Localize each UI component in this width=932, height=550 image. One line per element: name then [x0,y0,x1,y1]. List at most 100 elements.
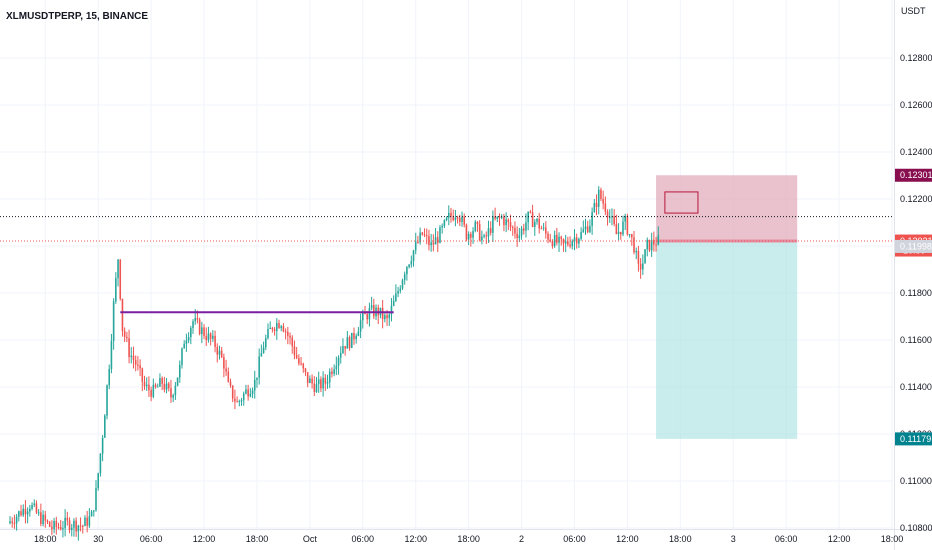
candle-body [35,503,38,513]
y-tick-label: 0.12800 [900,53,932,63]
candle-body [653,239,655,245]
candle-body [395,293,397,301]
target-zone [656,241,798,439]
candle-body [31,504,33,509]
candle-body [617,231,620,235]
x-tick-label: 06:00 [352,534,375,544]
candle-body [236,401,238,403]
candle-body [547,233,549,240]
candle-body [350,332,353,348]
candle-body [551,241,554,247]
candle-body [425,235,428,237]
candles [9,186,660,541]
candle-body [505,219,507,226]
candle-body [456,217,459,219]
candle-body [560,236,563,239]
y-tick-label: 0.12400 [900,147,932,157]
candle-body [148,384,150,391]
candle-body [419,232,421,243]
candle-body [134,360,137,365]
candle-body [92,510,95,512]
candle-body [73,520,75,528]
candle-body [478,224,481,241]
candle-body [273,329,276,331]
candle-body [507,219,510,223]
candle-body [476,221,479,225]
candle-body [525,222,527,231]
x-tick-label: 12:00 [404,534,427,544]
candle-body [593,203,596,213]
candle-body [18,511,20,517]
y-tick-label: 0.11400 [900,382,932,392]
y-tick-label: 0.11800 [900,288,932,298]
candle-body [608,216,611,218]
candle-body [326,382,329,384]
candle-body [492,216,494,233]
candle-body [518,235,521,239]
price-badge-stop [895,168,932,182]
candle-body [70,527,73,530]
x-tick-label: 12:00 [828,534,851,544]
candle-body [62,528,64,530]
candle-body [309,378,311,383]
candle-body [245,389,247,394]
candle-body [362,312,364,321]
candle-body [459,217,461,222]
x-tick-label: 2 [519,534,524,544]
candle-body [55,520,58,527]
candle-body [163,383,166,390]
candle-body [335,365,338,370]
candle-body [324,377,327,384]
candle-body [373,305,375,317]
candle-body [619,231,622,235]
candle-body [269,328,271,330]
candle-body [648,239,651,251]
candle-body [216,346,219,355]
candle-body [384,315,386,320]
candle-body [542,227,545,229]
candle-body [293,346,296,356]
candle-body [320,379,322,389]
candle-body [331,371,333,374]
candle-body [126,336,128,339]
candle-body [558,236,560,243]
candle-body [514,228,516,234]
candle-body [101,437,104,454]
drawn-lines [0,216,893,314]
candle-body [302,363,305,369]
candle-body [99,453,102,474]
candle-body [258,356,260,378]
candle-body [408,264,410,268]
y-tick-label: 0.12600 [900,100,932,110]
candle-body [106,385,108,416]
candle-body [342,346,344,354]
candle-body [187,337,190,341]
candle-body [646,239,649,250]
candle-body [190,328,192,338]
candle-body [97,473,99,489]
candle-body [108,368,111,386]
candle-body [284,331,287,333]
candle-body [306,372,309,383]
candle-body [256,377,258,380]
candle-body [589,225,591,233]
candle-body [571,241,574,247]
candle-body [57,526,60,528]
candle-body [81,525,84,527]
candle-body [655,244,657,246]
candle-body [450,212,452,217]
candle-body [150,390,152,397]
candle-body [406,267,408,275]
candle-body [485,235,488,237]
candle-body [117,259,119,279]
y-axis: 0.108000.110000.112000.114000.116000.118… [900,53,932,533]
price-badge-text: 0.11179 [900,434,931,444]
candle-body [86,517,88,526]
candle-body [280,326,283,329]
stop-zone [656,175,798,242]
candle-body [403,274,406,281]
candle-body [262,347,265,354]
candle-body [42,514,44,525]
candle-body [533,221,536,227]
